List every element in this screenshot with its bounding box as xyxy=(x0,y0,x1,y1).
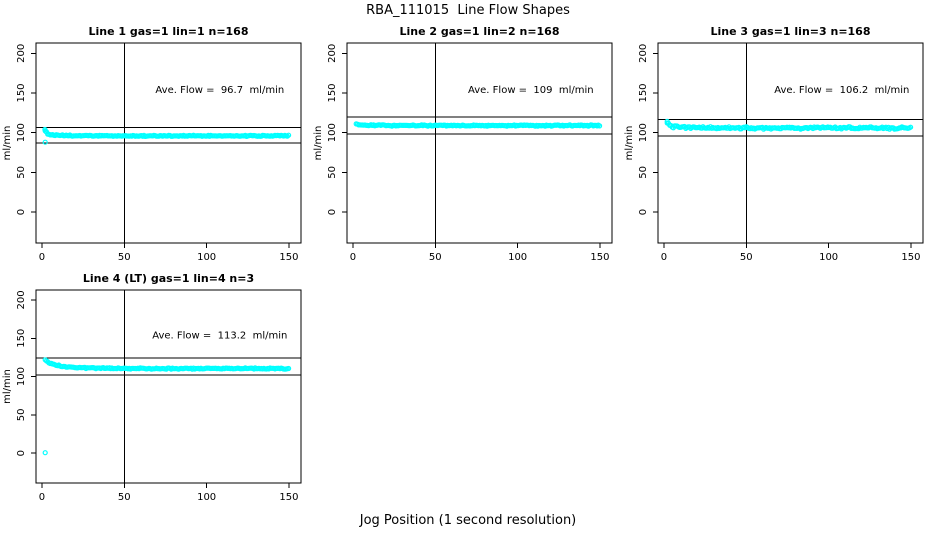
ave-flow-label: Ave. Flow = 96.7 ml/min xyxy=(155,85,284,96)
outlier-point xyxy=(664,118,670,124)
data-points xyxy=(353,121,603,129)
ave-flow-label: Ave. Flow = 113.2 ml/min xyxy=(152,330,287,341)
data-points xyxy=(664,118,914,132)
y-tick-label: 100 xyxy=(327,123,338,142)
x-tick-label: 0 xyxy=(39,492,45,503)
data-point xyxy=(907,124,914,130)
y-tick-label: 200 xyxy=(16,44,27,63)
plot-frame xyxy=(35,289,302,484)
y-axis-label: ml/min xyxy=(313,126,324,161)
panel-title: Line 3 gas=1 lin=3 n=168 xyxy=(710,25,870,38)
y-tick-label: 0 xyxy=(327,209,338,215)
y-tick-label: 50 xyxy=(16,166,27,179)
y-tick-label: 100 xyxy=(16,367,27,386)
data-point xyxy=(286,365,292,372)
panel-title: Line 2 gas=1 lin=2 n=168 xyxy=(399,25,559,38)
x-tick-label: 50 xyxy=(118,492,131,503)
y-tick-label: 200 xyxy=(16,290,27,309)
y-tick-label: 50 xyxy=(638,166,649,179)
y-axis-label: ml/min xyxy=(624,126,635,161)
y-tick-label: 0 xyxy=(16,209,27,215)
panel-title: Line 4 (LT) gas=1 lin=4 n=3 xyxy=(83,272,254,285)
x-tick-label: 50 xyxy=(740,252,753,263)
plot-frame xyxy=(657,42,924,244)
ave-flow-label: Ave. Flow = 109 ml/min xyxy=(468,85,594,96)
y-tick-label: 150 xyxy=(327,83,338,102)
y-tick-label: 100 xyxy=(16,123,27,142)
y-tick-label: 50 xyxy=(16,408,27,421)
y-tick-label: 100 xyxy=(638,123,649,142)
panel-title: Line 1 gas=1 lin=1 n=168 xyxy=(88,25,248,38)
x-tick-label: 0 xyxy=(39,252,45,263)
x-tick-label: 100 xyxy=(197,492,216,503)
y-tick-label: 150 xyxy=(638,83,649,102)
x-tick-label: 100 xyxy=(508,252,527,263)
y-tick-label: 0 xyxy=(638,209,649,215)
y-tick-label: 150 xyxy=(16,329,27,348)
plot-frame xyxy=(346,42,613,244)
ave-flow-label: Ave. Flow = 106.2 ml/min xyxy=(774,85,909,96)
outlier-point xyxy=(42,126,48,133)
x-tick-label: 0 xyxy=(350,252,356,263)
x-tick-label: 150 xyxy=(279,492,298,503)
y-tick-label: 0 xyxy=(16,450,27,456)
panel-line-1: Line 1 gas=1 lin=1 n=168 0 50 100 150 0 50 100 1… xyxy=(2,25,302,263)
y-tick-label: 200 xyxy=(638,44,649,63)
x-tick-label: 150 xyxy=(901,252,920,263)
figure-title: RBA_111015 Line Flow Shapes xyxy=(366,3,570,18)
x-tick-label: 50 xyxy=(429,252,442,263)
outlier-point xyxy=(42,139,48,145)
data-point xyxy=(596,123,603,129)
panel-line-2: Line 2 gas=1 lin=2 n=168 0 50 100 150 0 50 100 1… xyxy=(313,25,613,263)
y-tick-label: 200 xyxy=(327,44,338,63)
panel-line-4: Line 4 (LT) gas=1 lin=4 n=3 0 50 100 150 0 50 1… xyxy=(2,272,302,503)
y-axis-label: ml/min xyxy=(2,369,13,404)
plot-frame xyxy=(35,42,302,244)
x-axis-outer-label: Jog Position (1 second resolution) xyxy=(359,513,577,528)
x-tick-label: 150 xyxy=(590,252,609,263)
data-point xyxy=(286,132,292,138)
panel-line-3: Line 3 gas=1 lin=3 n=168 0 50 100 150 0 50 100 1… xyxy=(624,25,924,263)
y-tick-label: 50 xyxy=(327,166,338,179)
y-tick-label: 150 xyxy=(16,83,27,102)
x-tick-label: 50 xyxy=(118,252,131,263)
x-tick-label: 0 xyxy=(661,252,667,263)
outlier-point xyxy=(42,450,48,456)
x-tick-label: 100 xyxy=(197,252,216,263)
data-points xyxy=(42,357,292,456)
data-points xyxy=(42,126,292,145)
x-tick-label: 100 xyxy=(819,252,838,263)
y-axis-label: ml/min xyxy=(2,126,13,161)
x-tick-label: 150 xyxy=(279,252,298,263)
